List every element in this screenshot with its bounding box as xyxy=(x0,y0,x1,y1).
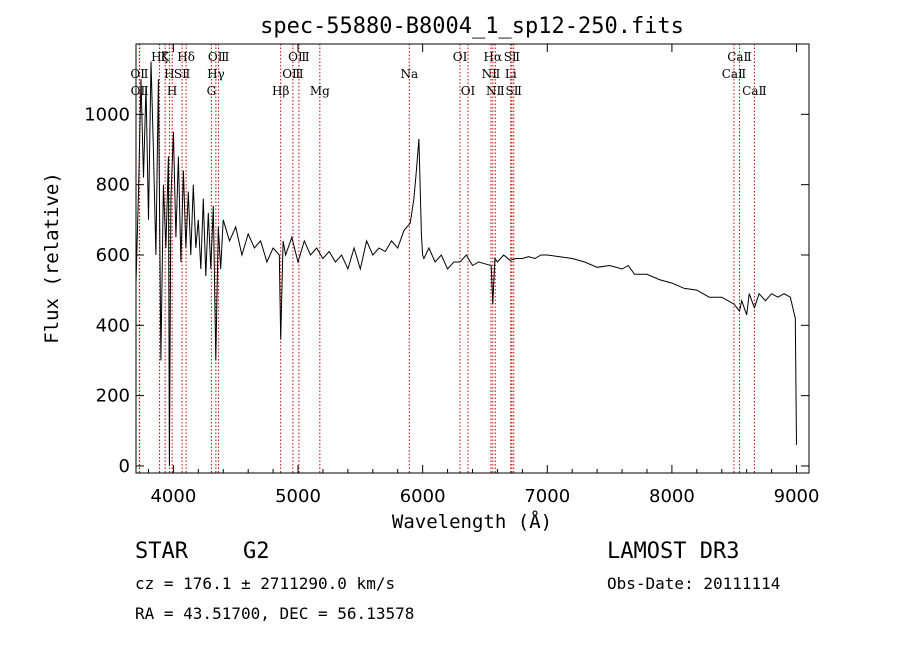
x-tick-label: 5000 xyxy=(275,486,321,507)
redshift-readout: cz = 176.1 ± 2711290.0 km/s xyxy=(135,574,395,593)
x-tick-label: 8000 xyxy=(649,486,695,507)
x-tick-label: 4000 xyxy=(150,486,196,507)
spectral-line-label: CaⅡ xyxy=(722,67,747,81)
spectral-line-label: OⅢ xyxy=(208,50,229,64)
spectral-line-label: OⅠ xyxy=(461,84,476,98)
spectral-line-label: SⅡ xyxy=(506,84,522,98)
coordinates: RA = 43.51700, DEC = 56.13578 xyxy=(135,604,414,623)
spectral-line-label: OⅡ xyxy=(131,84,149,98)
y-axis-label: Flux (relative) xyxy=(41,172,63,344)
spectral-line-label: Li xyxy=(505,67,517,81)
spectral-subclass: G2 xyxy=(243,539,270,564)
object-type: STAR xyxy=(135,539,189,564)
y-tick-label: 0 xyxy=(119,456,130,477)
spectral-line-label: Hγ xyxy=(207,67,225,81)
spectral-line-label: OⅢ xyxy=(282,67,303,81)
y-tick-label: 400 xyxy=(96,315,130,336)
x-tick-label: 6000 xyxy=(400,486,446,507)
y-tick-label: 800 xyxy=(96,175,130,196)
y-tick-label: 200 xyxy=(96,386,130,407)
plot-frame xyxy=(135,43,810,474)
spectral-line-label: Hδ xyxy=(177,50,195,64)
x-tick-label: 9000 xyxy=(774,486,820,507)
spectral-line-label: NⅡ xyxy=(486,84,505,98)
spectral-line-label: G xyxy=(207,84,217,98)
spectral-line-label: NⅡ xyxy=(482,67,501,81)
spectral-line-label: OⅡ xyxy=(130,67,148,81)
y-tick-label: 600 xyxy=(96,245,130,266)
x-axis-label: Wavelength (Å) xyxy=(392,510,552,533)
obs-date: Obs-Date: 20111114 xyxy=(607,574,780,593)
spectral-line-markers xyxy=(138,44,755,473)
spectral-line-label: OⅢ xyxy=(288,50,309,64)
flux-series-line xyxy=(135,61,797,467)
x-axis-ticks: 4000 5000 6000 7000 8000 9000 xyxy=(147,44,820,507)
spectral-line-label: H xyxy=(164,67,174,81)
chart-title: spec-55880-B8004_1_sp12-250.fits xyxy=(260,14,684,39)
y-axis-ticks: 0 200 400 600 800 1000 xyxy=(84,104,809,477)
y-tick-label: 1000 xyxy=(84,104,130,125)
spectral-line-label: Hβ xyxy=(272,84,289,98)
survey-name: LAMOST DR3 xyxy=(607,539,739,564)
spectral-line-label: Na xyxy=(400,67,418,81)
spectral-line-label: H xyxy=(167,84,177,98)
spectral-line-label: CaⅡ xyxy=(727,50,752,64)
spectral-line-label: OⅠ xyxy=(453,50,468,64)
spectral-line-label: CaⅡ xyxy=(742,84,767,98)
x-tick-label: 7000 xyxy=(524,486,570,507)
spectral-line-label: SⅡ xyxy=(174,67,190,81)
spectral-line-label: Hζ xyxy=(151,50,168,64)
spectral-line-label: SⅡ xyxy=(504,50,520,64)
spectral-line-label: K xyxy=(161,50,171,64)
spectral-line-label: Mg xyxy=(310,84,330,98)
spectral-line-label: Hα xyxy=(484,50,503,64)
